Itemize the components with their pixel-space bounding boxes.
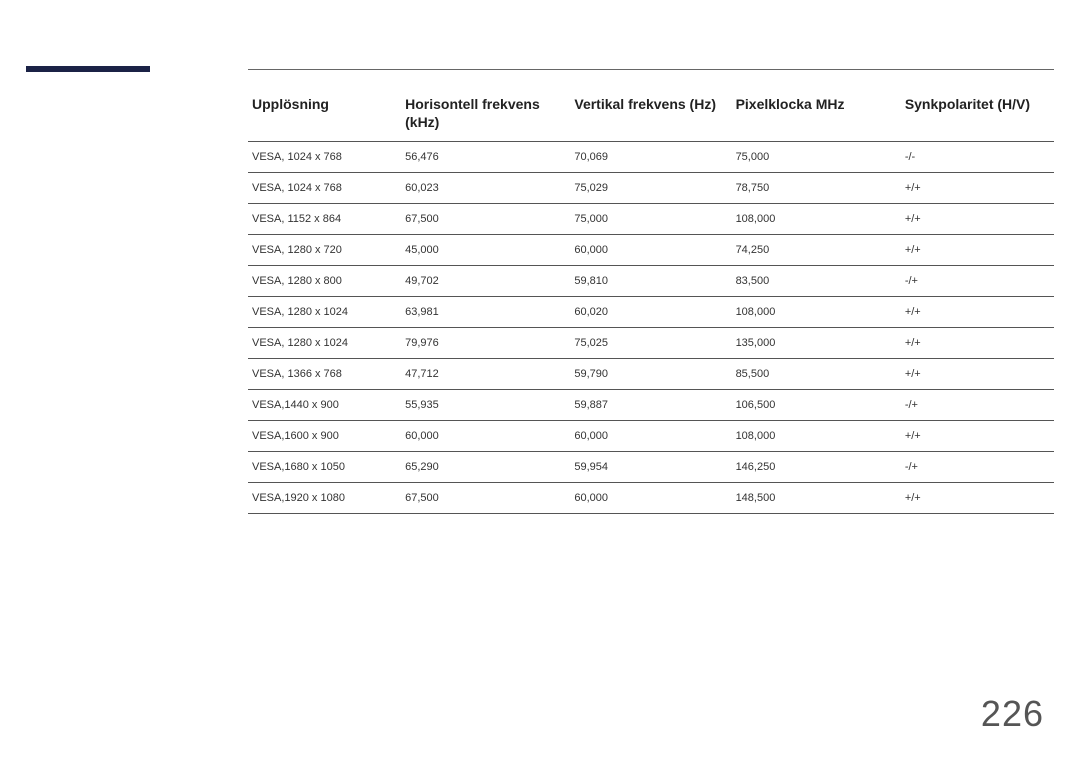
table-cell: -/+ [901,390,1054,421]
table-cell: 59,887 [570,390,731,421]
table-cell: 108,000 [732,421,901,452]
table-cell: 60,000 [401,421,570,452]
table-row: VESA, 1280 x 80049,70259,81083,500-/+ [248,266,1054,297]
table-cell: +/+ [901,204,1054,235]
table-cell: 60,020 [570,297,731,328]
table-cell: 67,500 [401,204,570,235]
table-row: VESA,1920 x 108067,50060,000148,500+/+ [248,483,1054,514]
table-cell: 75,000 [732,142,901,173]
table-cell: +/+ [901,173,1054,204]
page-number: 226 [981,693,1044,735]
table-cell: 45,000 [401,235,570,266]
table-cell: -/- [901,142,1054,173]
table-cell: 74,250 [732,235,901,266]
table-cell: 79,976 [401,328,570,359]
table-cell: 146,250 [732,452,901,483]
table-cell: 135,000 [732,328,901,359]
table-cell: 63,981 [401,297,570,328]
table-cell: 59,954 [570,452,731,483]
table-cell: VESA,1680 x 1050 [248,452,401,483]
table-cell: 60,000 [570,483,731,514]
table-cell: 106,500 [732,390,901,421]
table-cell: VESA, 1280 x 720 [248,235,401,266]
col-pixelklocka: Pixelklocka MHz [732,90,901,142]
table-cell: 70,069 [570,142,731,173]
table-cell: 49,702 [401,266,570,297]
table-row: VESA,1600 x 90060,00060,000108,000+/+ [248,421,1054,452]
table-cell: VESA,1440 x 900 [248,390,401,421]
table-cell: 60,023 [401,173,570,204]
table-cell: 75,029 [570,173,731,204]
table-cell: 59,810 [570,266,731,297]
table-cell: 83,500 [732,266,901,297]
table-cell: +/+ [901,359,1054,390]
table-cell: 67,500 [401,483,570,514]
table-cell: 108,000 [732,297,901,328]
table-cell: VESA,1920 x 1080 [248,483,401,514]
signal-mode-table-wrap: Upplösning Horisontell frekvens (kHz) Ve… [248,90,1054,514]
table-cell: +/+ [901,421,1054,452]
table-cell: +/+ [901,328,1054,359]
table-cell: VESA, 1280 x 1024 [248,328,401,359]
table-cell: 56,476 [401,142,570,173]
table-row: VESA, 1152 x 86467,50075,000108,000+/+ [248,204,1054,235]
table-cell: VESA, 1280 x 1024 [248,297,401,328]
col-synkpolaritet: Synkpolaritet (H/V) [901,90,1054,142]
table-row: VESA, 1280 x 102479,97675,025135,000+/+ [248,328,1054,359]
col-upplosning: Upplösning [248,90,401,142]
table-row: VESA, 1024 x 76860,02375,02978,750+/+ [248,173,1054,204]
table-row: VESA, 1280 x 102463,98160,020108,000+/+ [248,297,1054,328]
table-cell: 78,750 [732,173,901,204]
col-horisontell: Horisontell frekvens (kHz) [401,90,570,142]
table-cell: 55,935 [401,390,570,421]
col-vertikal: Vertikal frekvens (Hz) [570,90,731,142]
table-cell: VESA,1600 x 900 [248,421,401,452]
table-cell: 108,000 [732,204,901,235]
table-cell: 60,000 [570,235,731,266]
table-row: VESA, 1280 x 72045,00060,00074,250+/+ [248,235,1054,266]
table-cell: +/+ [901,483,1054,514]
table-cell: VESA, 1024 x 768 [248,142,401,173]
table-cell: -/+ [901,452,1054,483]
table-cell: 59,790 [570,359,731,390]
table-row: VESA, 1024 x 76856,47670,06975,000-/- [248,142,1054,173]
table-cell: 148,500 [732,483,901,514]
top-rule [248,69,1054,70]
table-cell: VESA, 1152 x 864 [248,204,401,235]
table-cell: 85,500 [732,359,901,390]
table-cell: 75,000 [570,204,731,235]
table-cell: VESA, 1280 x 800 [248,266,401,297]
table-cell: +/+ [901,235,1054,266]
table-cell: 65,290 [401,452,570,483]
table-cell: 47,712 [401,359,570,390]
signal-mode-table: Upplösning Horisontell frekvens (kHz) Ve… [248,90,1054,514]
table-cell: -/+ [901,266,1054,297]
table-row: VESA, 1366 x 76847,71259,79085,500+/+ [248,359,1054,390]
table-header-row: Upplösning Horisontell frekvens (kHz) Ve… [248,90,1054,142]
table-cell: 75,025 [570,328,731,359]
table-cell: +/+ [901,297,1054,328]
table-cell: 60,000 [570,421,731,452]
table-row: VESA,1680 x 105065,29059,954146,250-/+ [248,452,1054,483]
table-cell: VESA, 1366 x 768 [248,359,401,390]
table-cell: VESA, 1024 x 768 [248,173,401,204]
accent-bar [26,66,150,72]
table-body: VESA, 1024 x 76856,47670,06975,000-/-VES… [248,142,1054,514]
table-head: Upplösning Horisontell frekvens (kHz) Ve… [248,90,1054,142]
table-row: VESA,1440 x 90055,93559,887106,500-/+ [248,390,1054,421]
